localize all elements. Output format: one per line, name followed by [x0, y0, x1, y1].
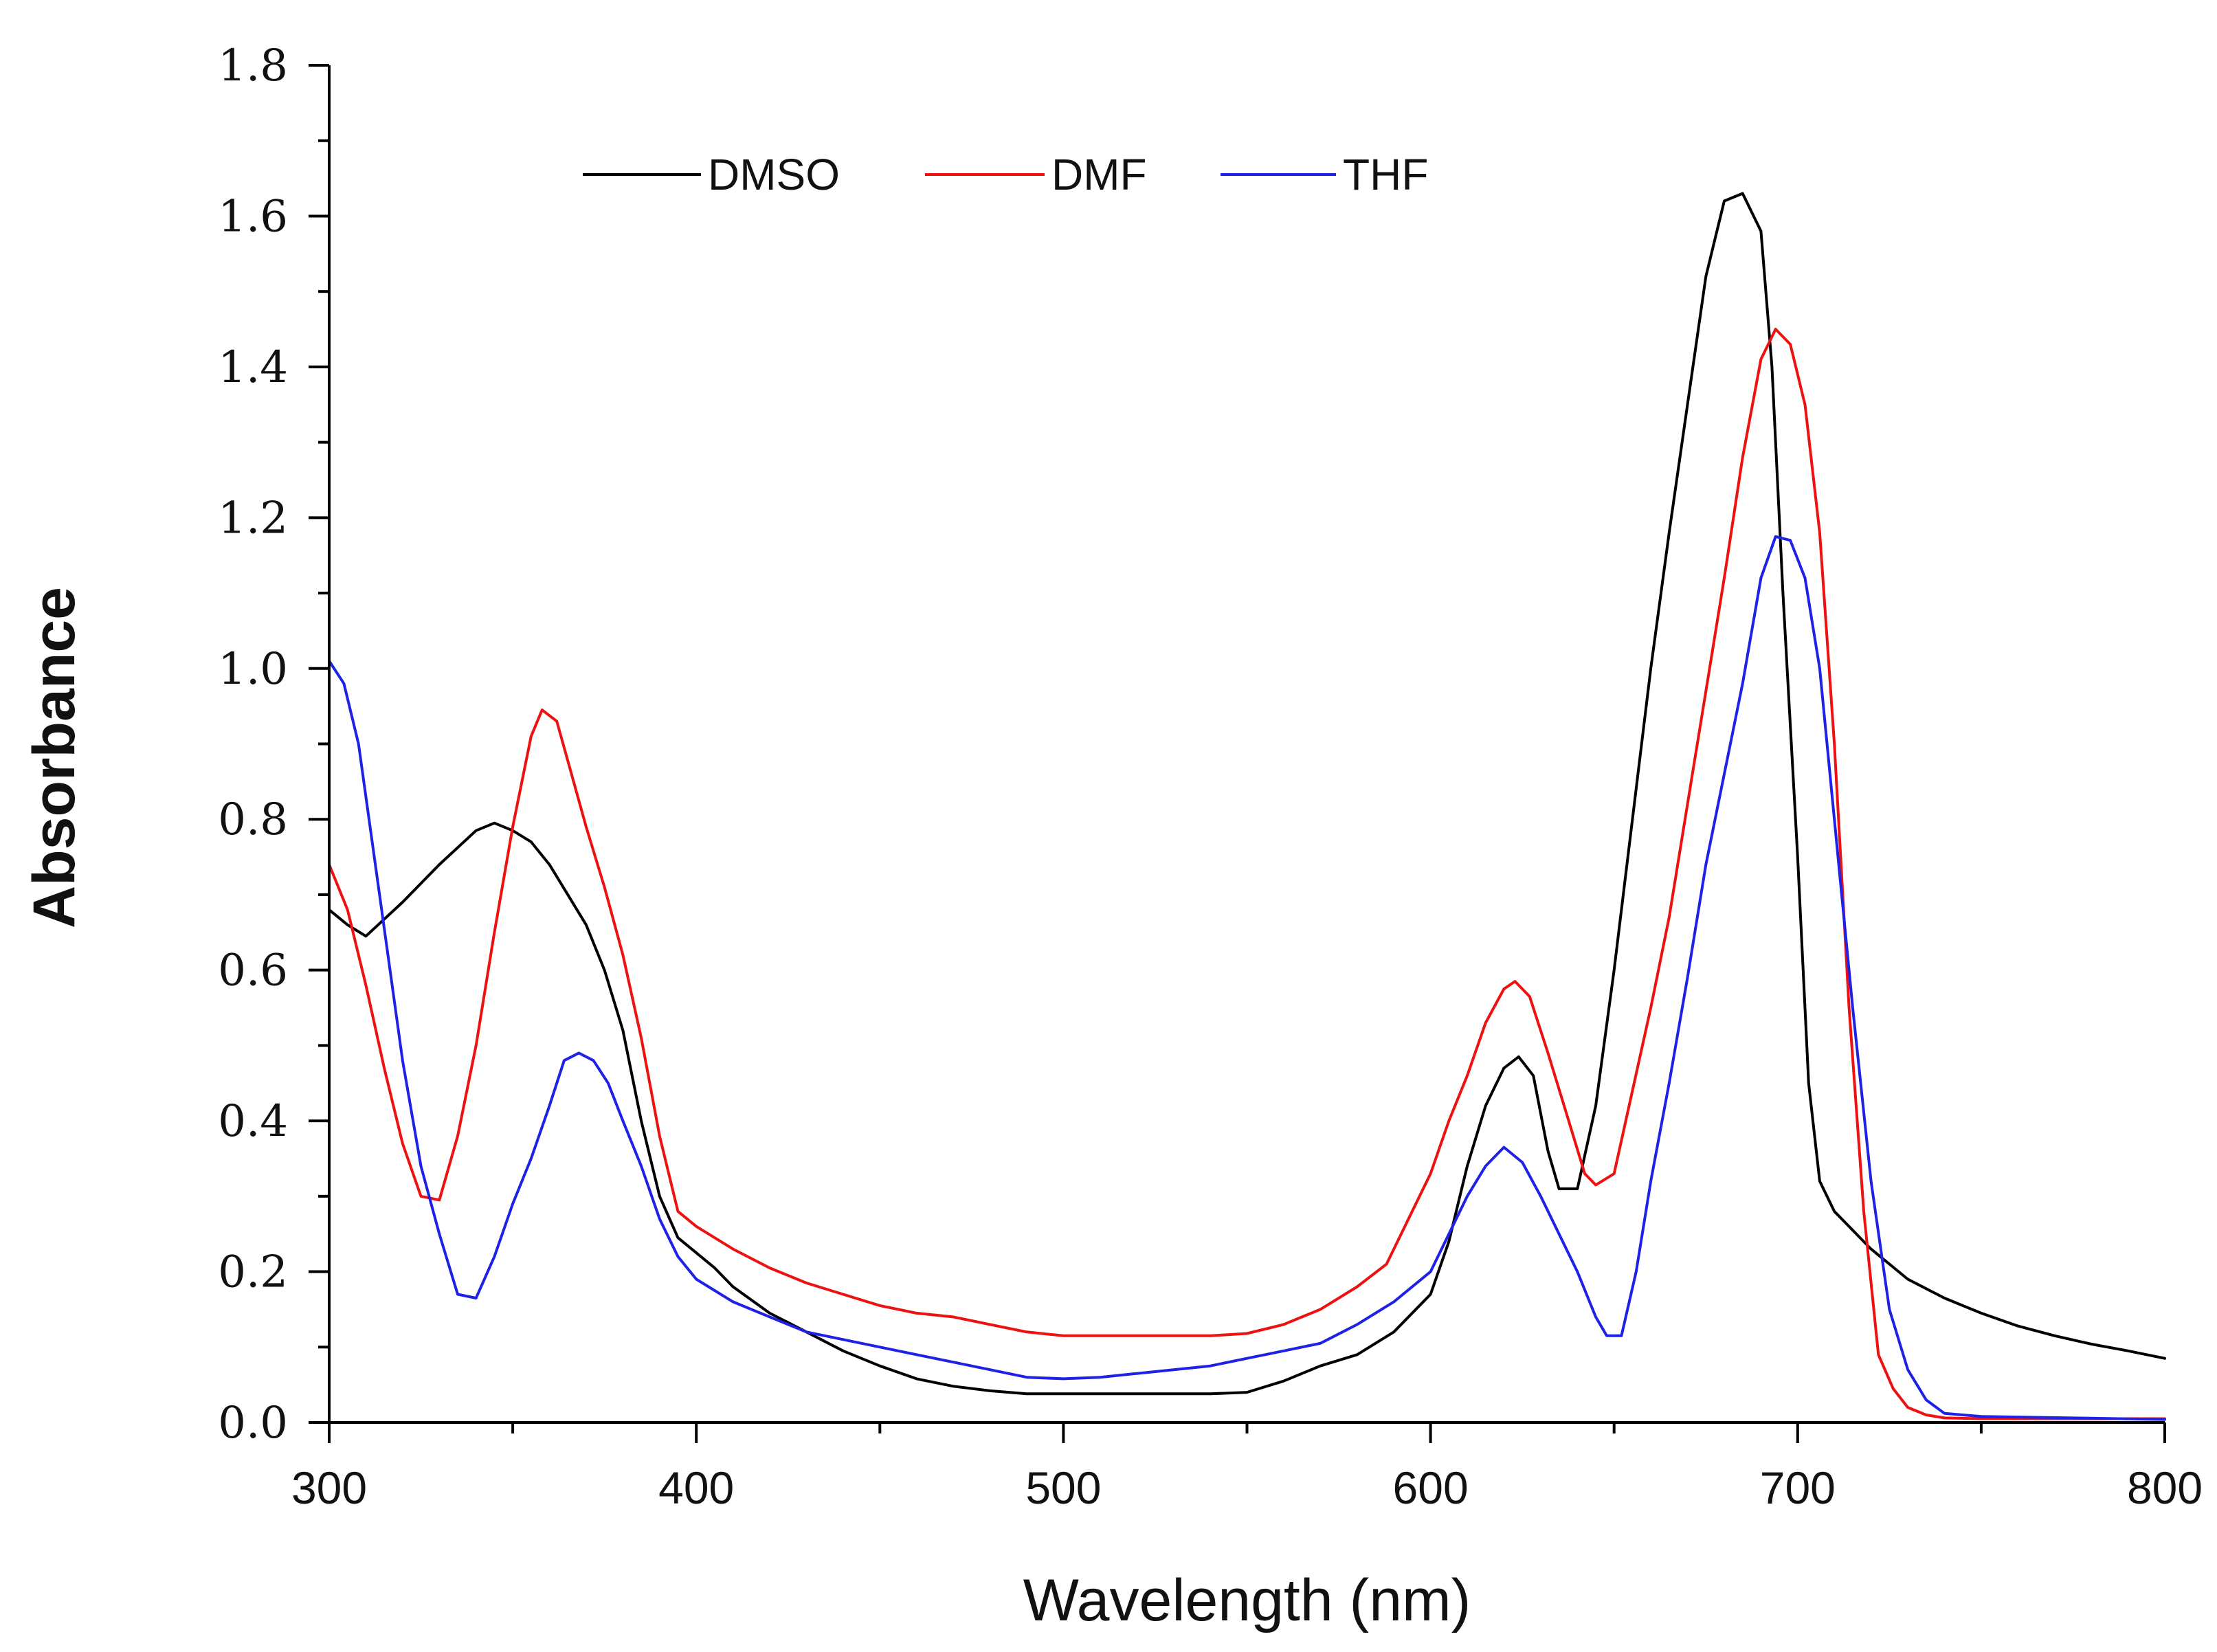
y-axis-title: Absorbance: [21, 587, 87, 928]
y-tick-label: 1.4: [218, 342, 288, 393]
x-tick-label: 400: [658, 1462, 734, 1513]
y-tick-label: 1.6: [218, 191, 288, 242]
x-tick-label: 600: [1393, 1462, 1469, 1513]
y-tick-label: 1.2: [218, 493, 288, 544]
x-tick-label: 800: [2127, 1462, 2203, 1513]
legend-label-dmso: DMSO: [708, 150, 840, 199]
x-axis-title: Wavelength (nm): [1023, 1567, 1471, 1633]
series-layer: [328, 192, 2166, 1421]
legend: DMSO DMF THF: [583, 150, 1428, 199]
x-tick-label: 300: [291, 1462, 367, 1513]
x-tick-label: 700: [1760, 1462, 1836, 1513]
legend-label-dmf: DMF: [1051, 150, 1147, 199]
x-tick-label: 500: [1025, 1462, 1101, 1513]
legend-label-thf: THF: [1343, 150, 1428, 199]
series-line-thf: [328, 535, 2166, 1421]
y-tick-label: 1.0: [218, 644, 288, 695]
x-axis-ticks: 300 400 500 600 700 800: [291, 1422, 2203, 1513]
y-tick-label: 0.0: [218, 1398, 288, 1449]
y-tick-label: 0.6: [218, 946, 288, 996]
series-line-dmso: [328, 192, 2166, 1396]
y-tick-label: 0.4: [218, 1096, 288, 1147]
y-tick-label: 0.8: [218, 794, 288, 845]
y-axis-ticks: 0.0 0.2 0.4 0.6 0.8 1.0 1.2 1.4 1.6 1.8: [218, 41, 329, 1449]
y-tick-label: 0.2: [218, 1247, 288, 1298]
y-tick-label: 1.8: [218, 41, 288, 91]
series-line-dmf: [328, 328, 2166, 1420]
